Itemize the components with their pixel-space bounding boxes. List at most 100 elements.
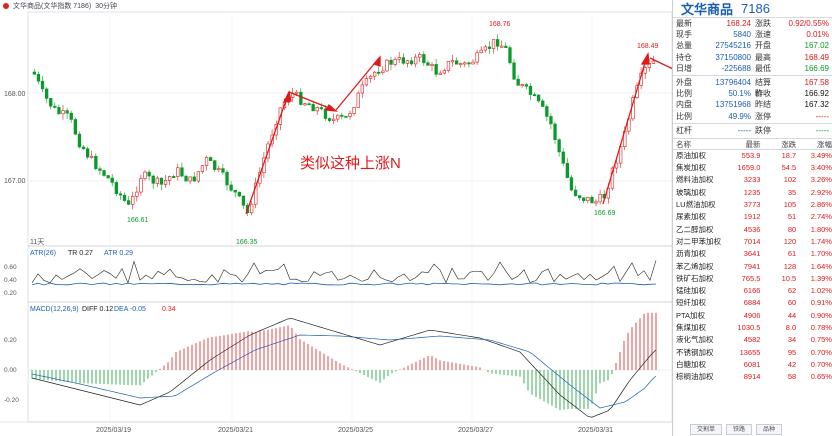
candle-body — [569, 177, 574, 191]
candle-body — [352, 107, 356, 114]
arrowhead-3 — [372, 55, 381, 67]
sector-pct: 3.40% — [810, 163, 832, 173]
candle-body — [336, 114, 340, 120]
sector-row[interactable]: 短纤加权 6884 60 0.91% — [673, 297, 832, 309]
candle-body — [512, 62, 516, 80]
candle-body — [450, 60, 455, 63]
quote-value: 5840 — [733, 30, 751, 40]
candle-body — [147, 171, 151, 177]
sector-row[interactable]: 对二甲苯加权 7014 120 1.74% — [673, 236, 832, 248]
quote-row: 内盘 13751968 昨结 167.32 — [673, 99, 832, 110]
quote-value: ----- — [737, 125, 751, 135]
sector-pct: 1.02% — [810, 286, 832, 296]
candle-body — [163, 180, 168, 185]
quote-label: 比例 — [676, 89, 692, 99]
candle-body — [295, 91, 299, 94]
candle-body — [250, 203, 254, 214]
sector-row[interactable]: 玻璃加权 1235 35 2.92% — [673, 187, 832, 199]
candle-body — [168, 176, 172, 181]
sector-pct: 0.70% — [810, 347, 832, 357]
sector-row[interactable]: 焦炭加权 1659.0 54.5 3.40% — [673, 162, 832, 174]
sector-row[interactable]: 苯乙烯加权 7941 128 1.64% — [673, 261, 832, 273]
candle-body — [229, 184, 233, 191]
candle-body — [553, 123, 557, 140]
sector-col-change[interactable]: 涨跌 — [781, 139, 797, 149]
tab-railway[interactable]: 铁路 — [726, 424, 753, 435]
sector-row[interactable]: 液化气加权 4582 34 0.75% — [673, 334, 832, 346]
candle-body — [528, 85, 533, 95]
candle-body — [53, 105, 57, 108]
quote-value: 167.02 — [804, 41, 829, 51]
sector-last: 4906 — [743, 310, 761, 320]
quote-value: 0.01% — [806, 30, 829, 40]
arrow-up-2 — [335, 57, 380, 111]
label-low-2: 166.35 — [236, 239, 258, 246]
quote-value: 167.32 — [804, 100, 829, 110]
sector-row[interactable]: 锰硅加权 6166 62 1.02% — [673, 285, 832, 297]
sector-row[interactable]: 尿素加权 1912 51 2.74% — [673, 211, 832, 223]
period-selector[interactable]: 30分钟 — [95, 3, 117, 10]
candle-body — [651, 60, 656, 64]
candle-body — [520, 84, 524, 87]
candle-body — [176, 167, 180, 177]
date-label-0325: 2025/03/25 — [338, 427, 373, 434]
sector-row[interactable]: 不锈钢加权 13655 95 0.70% — [673, 347, 832, 359]
sector-col-name[interactable]: 名称 — [676, 139, 691, 149]
date-label-0327: 2025/03/27 — [458, 427, 493, 434]
candle-body — [114, 182, 119, 195]
sector-row[interactable]: 棕榈油加权 8914 58 0.65% — [673, 371, 832, 383]
sector-row[interactable]: 乙二醇加权 4536 80 1.80% — [673, 224, 832, 236]
tab-delivery[interactable]: 交割单 — [690, 424, 723, 435]
sector-last: 765.5 — [741, 273, 761, 283]
quote-row: 日增 -225688 最低 166.69 — [673, 63, 832, 74]
candle-body — [590, 196, 594, 204]
candle-body — [541, 100, 545, 107]
sector-name: 焦炭加权 — [676, 163, 706, 173]
sector-row[interactable]: 沥青加权 3641 61 1.70% — [673, 248, 832, 260]
quote-label: 涨停 — [755, 111, 771, 121]
sector-row[interactable]: 铁矿石加权 765.5 10.5 1.39% — [673, 273, 832, 285]
candle-body — [532, 94, 537, 97]
candle-body — [311, 104, 315, 112]
candle-body — [188, 176, 192, 182]
atr-legend: ATR(26) — [30, 250, 56, 257]
sector-col-pct[interactable]: 涨幅 — [816, 139, 832, 149]
date-label-0331: 2025/03/31 — [578, 427, 613, 434]
sector-change: 105 — [783, 200, 797, 210]
quote-label: 最新 — [676, 19, 692, 28]
candle-body — [86, 148, 90, 158]
quote-value: 168.49 — [804, 52, 829, 62]
sector-row[interactable]: PTA加权 4906 44 0.90% — [673, 310, 832, 322]
candle-body — [180, 167, 184, 177]
candle-body — [131, 196, 135, 205]
candlesticks — [32, 34, 656, 216]
tab-variety[interactable]: 品种 — [756, 424, 783, 435]
sector-col-last[interactable]: 最新 — [745, 139, 761, 149]
candle-body — [491, 39, 496, 49]
chart-header: 文华商品(文华指数 7186) 30分钟 — [0, 0, 672, 12]
sector-row[interactable]: 燃料油加权 3233 102 3.26% — [673, 174, 832, 186]
arrow-up-3 — [602, 55, 648, 205]
sector-row[interactable]: 原油加权 553.9 18.7 3.49% — [673, 150, 832, 162]
sector-last: 1659.0 — [737, 163, 761, 173]
sector-row[interactable]: 白糖加权 6081 42 0.70% — [673, 359, 832, 371]
candle-body — [500, 45, 504, 48]
candle-body — [372, 71, 377, 77]
candle-body — [299, 91, 303, 105]
candle-body — [135, 191, 139, 197]
sector-name: 棕榈油加权 — [676, 372, 714, 382]
sector-pct: 1.70% — [810, 249, 832, 259]
sector-table-header: 名称 最新 涨跌 涨幅 — [673, 137, 832, 150]
sector-row[interactable]: LU燃油加权 3773 105 2.86% — [673, 199, 832, 211]
sector-name: 对二甲苯加权 — [676, 236, 721, 246]
quote-value: 167.58 — [804, 77, 829, 87]
sector-row[interactable]: 焦煤加权 1030.5 8.0 0.78% — [673, 322, 832, 334]
candle-body — [397, 57, 401, 60]
sector-pct: 0.65% — [810, 372, 832, 382]
sector-pct: 0.75% — [810, 335, 832, 345]
kline-chart[interactable]: 168.00 167.00 168.76 168.49 166.61 166.3… — [0, 0, 672, 436]
sector-last: 3233 — [743, 175, 761, 185]
candle-body — [106, 175, 110, 179]
chart-title: 文华商品(文华指数 7186) — [13, 3, 92, 10]
sector-last: 6884 — [743, 298, 761, 308]
